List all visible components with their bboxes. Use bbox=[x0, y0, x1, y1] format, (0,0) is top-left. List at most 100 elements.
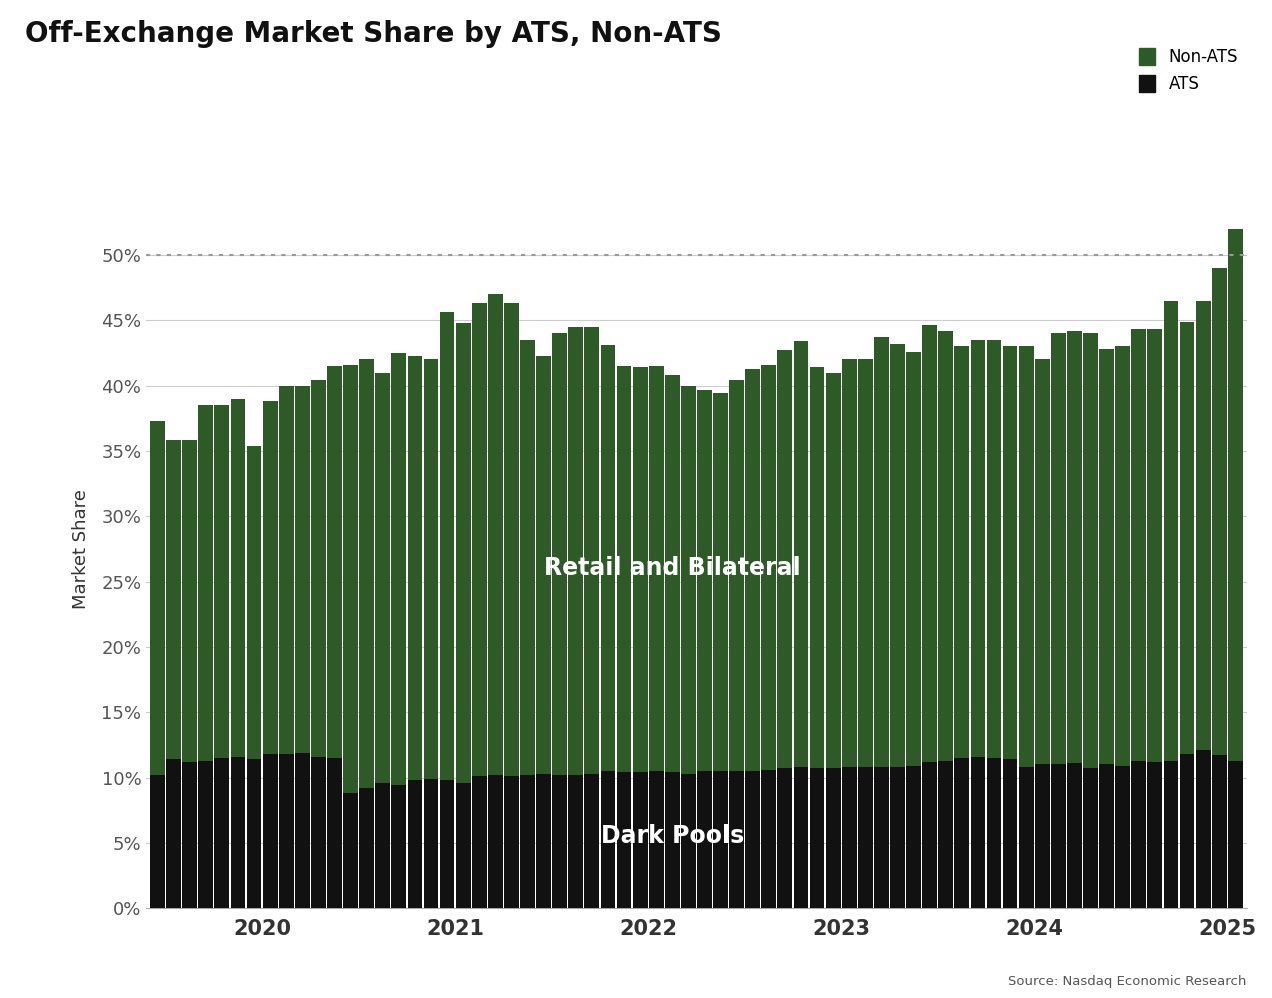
Bar bbox=[359, 359, 374, 788]
Bar bbox=[569, 326, 583, 774]
Bar bbox=[857, 767, 873, 908]
Bar bbox=[729, 380, 744, 771]
Bar bbox=[842, 359, 856, 767]
Bar bbox=[697, 389, 712, 771]
Bar bbox=[230, 756, 245, 908]
Bar bbox=[600, 345, 616, 771]
Bar bbox=[922, 325, 937, 761]
Bar bbox=[1116, 346, 1130, 765]
Bar bbox=[488, 294, 502, 774]
Bar bbox=[537, 355, 551, 773]
Bar bbox=[327, 366, 342, 757]
Bar bbox=[1212, 268, 1226, 755]
Bar bbox=[1196, 750, 1211, 908]
Bar bbox=[279, 754, 294, 908]
Bar bbox=[504, 776, 519, 908]
Bar bbox=[794, 767, 809, 908]
Bar bbox=[939, 760, 953, 908]
Bar bbox=[906, 351, 921, 765]
Bar bbox=[295, 385, 309, 752]
Bar bbox=[1002, 759, 1018, 908]
Bar bbox=[504, 303, 519, 776]
Bar bbox=[343, 793, 357, 908]
Bar bbox=[810, 768, 824, 908]
Bar bbox=[263, 401, 277, 754]
Bar bbox=[198, 405, 214, 760]
Bar bbox=[167, 759, 181, 908]
Bar bbox=[922, 761, 937, 908]
Bar bbox=[1227, 229, 1243, 760]
Bar bbox=[826, 768, 841, 908]
Bar bbox=[777, 350, 792, 768]
Bar bbox=[424, 359, 439, 778]
Bar bbox=[343, 364, 357, 793]
Bar bbox=[617, 366, 631, 772]
Bar bbox=[826, 372, 841, 768]
Bar bbox=[1084, 768, 1098, 908]
Bar bbox=[455, 323, 471, 782]
Bar bbox=[375, 782, 391, 908]
Bar bbox=[310, 756, 326, 908]
Bar bbox=[150, 421, 165, 774]
Bar bbox=[1067, 763, 1082, 908]
Bar bbox=[1164, 760, 1178, 908]
Bar bbox=[359, 788, 374, 908]
Bar bbox=[215, 757, 229, 908]
Bar bbox=[1131, 760, 1146, 908]
Bar bbox=[440, 312, 454, 780]
Bar bbox=[440, 780, 454, 908]
Bar bbox=[939, 330, 953, 760]
Bar bbox=[215, 405, 229, 757]
Legend: Non-ATS, ATS: Non-ATS, ATS bbox=[1138, 48, 1238, 93]
Bar bbox=[906, 765, 921, 908]
Bar bbox=[520, 774, 536, 908]
Bar bbox=[584, 773, 599, 908]
Bar bbox=[729, 771, 744, 908]
Text: Retail and Bilateral: Retail and Bilateral bbox=[544, 557, 800, 581]
Bar bbox=[569, 774, 583, 908]
Bar bbox=[632, 772, 647, 908]
Bar bbox=[1019, 346, 1034, 767]
Text: Off-Exchange Market Share by ATS, Non-ATS: Off-Exchange Market Share by ATS, Non-AT… bbox=[25, 20, 722, 48]
Bar bbox=[150, 774, 165, 908]
Bar bbox=[971, 756, 986, 908]
Bar bbox=[552, 774, 567, 908]
Bar bbox=[1051, 333, 1066, 764]
Bar bbox=[455, 782, 471, 908]
Bar bbox=[665, 772, 679, 908]
Bar bbox=[632, 367, 647, 772]
Bar bbox=[762, 364, 776, 769]
Bar bbox=[745, 368, 761, 771]
Bar bbox=[247, 759, 262, 908]
Y-axis label: Market Share: Market Share bbox=[73, 489, 90, 609]
Bar bbox=[247, 446, 262, 759]
Bar bbox=[1131, 329, 1146, 760]
Bar bbox=[392, 353, 406, 785]
Bar bbox=[520, 340, 536, 774]
Bar bbox=[1051, 764, 1066, 908]
Bar bbox=[762, 769, 776, 908]
Bar bbox=[1099, 764, 1114, 908]
Bar bbox=[1116, 765, 1130, 908]
Bar bbox=[857, 359, 873, 767]
Bar bbox=[777, 768, 792, 908]
Bar bbox=[665, 375, 679, 772]
Bar bbox=[794, 341, 809, 767]
Bar bbox=[1164, 300, 1178, 760]
Text: Source: Nasdaq Economic Research: Source: Nasdaq Economic Research bbox=[1009, 975, 1247, 988]
Bar bbox=[1035, 359, 1049, 764]
Bar bbox=[424, 778, 439, 908]
Bar bbox=[472, 776, 487, 908]
Bar bbox=[552, 333, 567, 774]
Bar bbox=[1147, 329, 1163, 761]
Bar bbox=[842, 767, 856, 908]
Bar bbox=[714, 771, 728, 908]
Bar bbox=[874, 337, 889, 767]
Bar bbox=[681, 385, 696, 773]
Bar bbox=[198, 760, 214, 908]
Bar bbox=[810, 367, 824, 768]
Bar bbox=[537, 773, 551, 908]
Bar bbox=[1019, 767, 1034, 908]
Bar bbox=[1196, 300, 1211, 750]
Bar bbox=[407, 780, 422, 908]
